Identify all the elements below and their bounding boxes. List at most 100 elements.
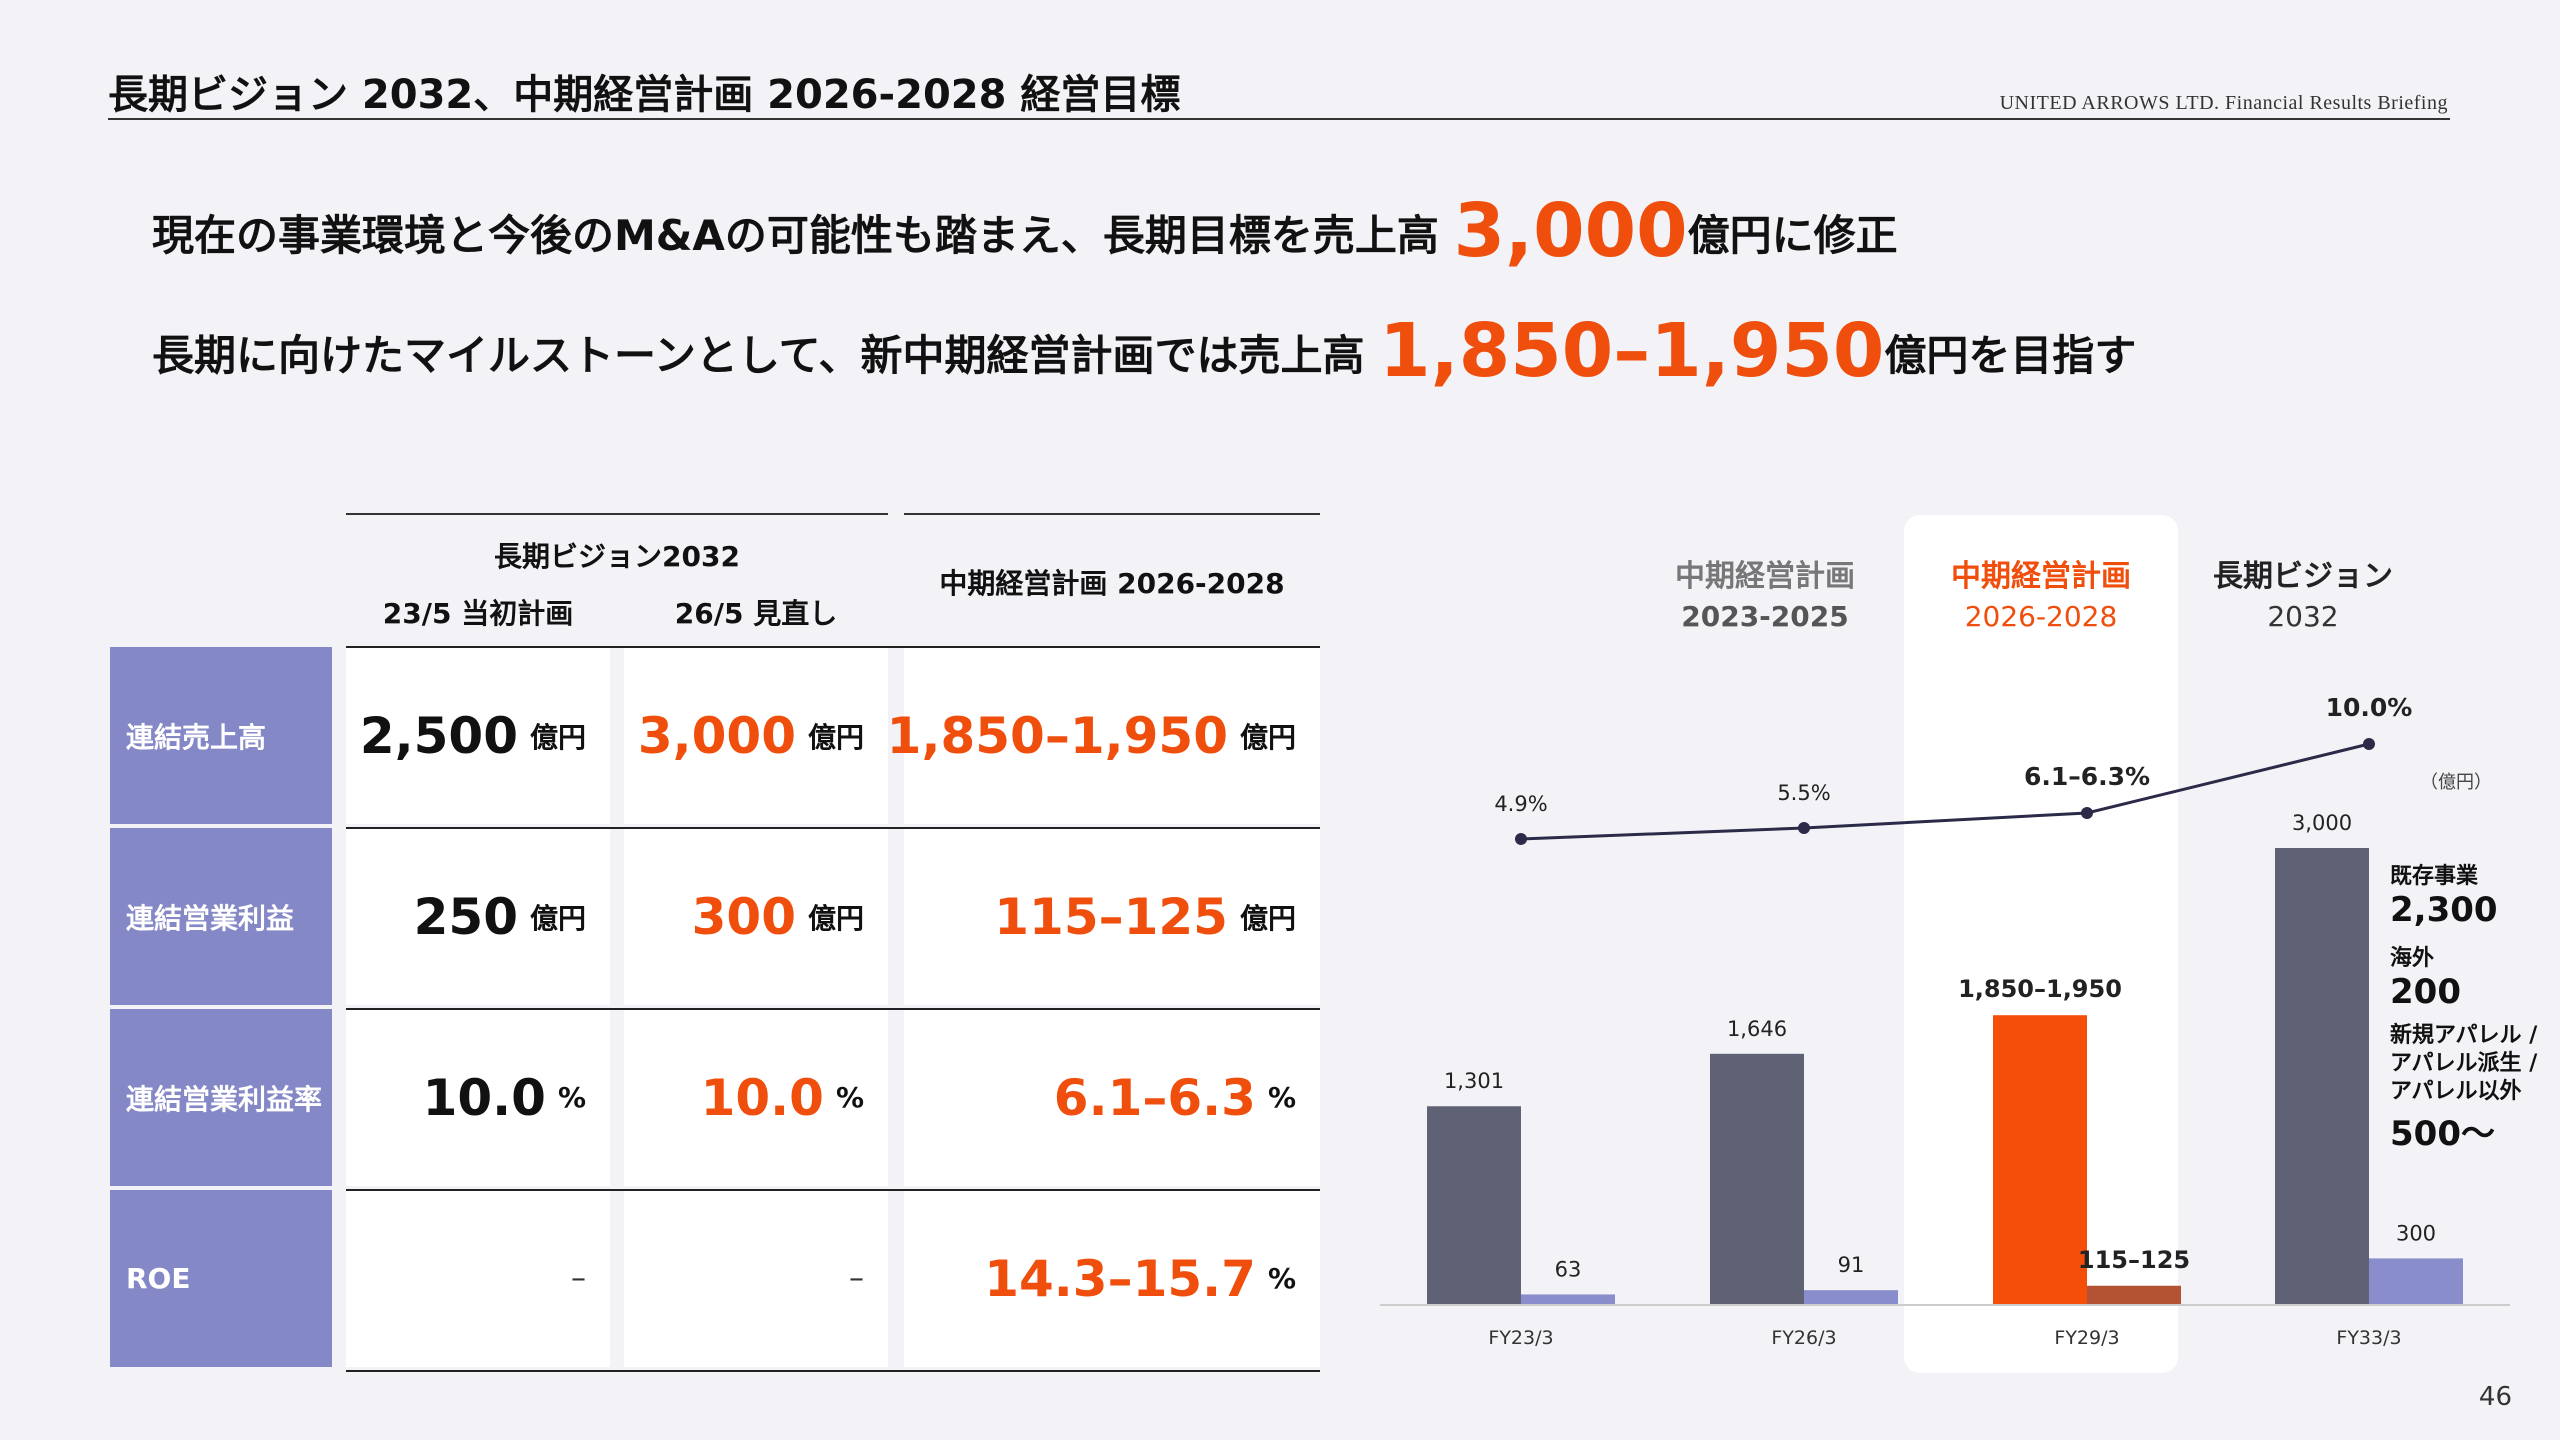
bar-op-profit-label: 300 — [2396, 1221, 2436, 1245]
cell-unit: % — [557, 1081, 586, 1114]
cell-value: 14.3–15.7 — [984, 1249, 1256, 1308]
cell-value: – — [849, 1261, 864, 1296]
margin-point — [1515, 833, 1527, 845]
bar-sales — [2275, 848, 2369, 1304]
bar-sales-label: 3,000 — [2292, 811, 2352, 835]
bar-op-profit — [1804, 1290, 1898, 1304]
cell-unit: 億円 — [529, 720, 586, 754]
phase-1-sub: 2023-2025 — [1681, 600, 1849, 633]
x-tick-label: FY26/3 — [1771, 1327, 1836, 1349]
table-cell: 10.0% — [624, 1009, 888, 1186]
bar-sales-label: 1,850–1,950 — [1958, 975, 2122, 1003]
breakdown-value: 2,300 — [2390, 890, 2498, 930]
bar-sales-label: 1,301 — [1444, 1069, 1504, 1093]
breakdown-label: 新規アパレル / アパレル派生 / アパレル以外 — [2390, 1023, 2538, 1104]
cell-unit: 億円 — [1239, 901, 1296, 935]
table-header-rule-1 — [346, 513, 888, 515]
breakdown-value: 200 — [2390, 972, 2461, 1012]
breakdown-label: 既存事業 — [2390, 864, 2479, 889]
table-rule — [346, 646, 1320, 648]
bar-sales — [1993, 1015, 2087, 1304]
row-label: 連結営業利益 — [110, 828, 332, 1005]
headline-2-pre: 長期に向けたマイルストーンとして、新中期経営計画では売上高 — [152, 331, 1380, 380]
cell-value: 300 — [691, 887, 796, 946]
phase-2: 中期経営計画 2026-2028 — [1904, 557, 2178, 637]
table-cell: 2,500 億円 — [346, 647, 610, 824]
brand-text: UNITED ARROWS LTD. Financial Results Bri… — [1999, 92, 2448, 114]
x-tick-label: FY23/3 — [1488, 1327, 1553, 1349]
bar-op-profit — [2369, 1258, 2463, 1304]
phase-1-title: 中期経営計画 — [1675, 559, 1855, 594]
table-cell: 10.0% — [346, 1009, 610, 1186]
cell-value: – — [571, 1261, 586, 1296]
table-cell: 6.1–6.3% — [904, 1009, 1320, 1186]
table-cell: 1,850–1,950 億円 — [887, 647, 1320, 824]
cell-unit: 億円 — [807, 720, 864, 754]
bar-sales — [1427, 1106, 1521, 1304]
cell-unit: % — [1267, 1081, 1296, 1114]
x-tick-label: FY33/3 — [2336, 1327, 2401, 1349]
cell-unit: 億円 — [529, 901, 586, 935]
headline-1-pre: 現在の事業環境と今後のM&Aの可能性も踏まえ、長期目標を売上高 — [152, 211, 1454, 260]
row-label: ROE — [110, 1190, 332, 1367]
headline-2-value: 1,850–1,950 — [1379, 308, 1885, 394]
phase-2-title: 中期経営計画 — [1951, 559, 2131, 594]
cell-value: 2,500 — [359, 706, 518, 765]
row-label: 連結営業利益率 — [110, 1009, 332, 1186]
margin-label: 5.5% — [1777, 781, 1830, 805]
cell-value: 6.1–6.3 — [1053, 1068, 1256, 1127]
cell-value: 250 — [413, 887, 518, 946]
bar-sales-label: 1,646 — [1727, 1017, 1787, 1041]
table-rule — [346, 1189, 1320, 1191]
margin-label: 10.0% — [2326, 693, 2413, 722]
cell-value: 10.0 — [422, 1068, 546, 1127]
cell-value: 3,000 — [637, 706, 796, 765]
cell-unit: 億円 — [1239, 720, 1296, 754]
table-cell: 3,000 億円 — [624, 647, 888, 824]
bar-sales — [1710, 1053, 1804, 1304]
table-rule — [346, 1370, 1320, 1372]
margin-point — [2363, 738, 2375, 750]
cell-unit: % — [835, 1081, 864, 1114]
margin-point — [2081, 807, 2093, 819]
bar-op-profit-label: 115–125 — [2078, 1246, 2190, 1274]
margin-line — [1520, 742, 2370, 841]
unit-note: （億円） — [2420, 772, 2492, 793]
row-label: 連結売上高 — [110, 647, 332, 824]
headline-1-post: 億円に修正 — [1687, 211, 1898, 260]
breakdown-label: 海外 — [2390, 946, 2435, 971]
x-tick-label: FY29/3 — [2054, 1327, 2119, 1349]
cell-value: 10.0 — [700, 1068, 824, 1127]
table-header-rule-2 — [904, 513, 1320, 515]
table-cell: – — [624, 1190, 888, 1367]
bar-op-profit — [1521, 1294, 1615, 1304]
bar-op-profit — [2087, 1285, 2181, 1304]
table-cell: 250 億円 — [346, 828, 610, 1005]
table-cell: 14.3–15.7% — [904, 1190, 1320, 1367]
table-group-header: 長期ビジョン2032 — [494, 540, 740, 573]
phase-3-sub: 2032 — [2267, 600, 2339, 633]
breakdown-value: 500〜 — [2390, 1114, 2495, 1154]
table-rule — [346, 827, 1320, 829]
title-rule — [108, 118, 2450, 120]
table-cell: 115–125 億円 — [904, 828, 1320, 1005]
table-rule — [346, 1008, 1320, 1010]
phase-3: 長期ビジョン 2032 — [2168, 557, 2438, 637]
breakdown-panel: 既存事業 2,300 海外 200 新規アパレル / アパレル派生 / アパレル… — [2390, 858, 2540, 1155]
phase-2-sub: 2026-2028 — [1964, 600, 2118, 633]
table-col3-header: 中期経営計画 2026-2028 — [939, 567, 1285, 600]
table-col2-header: 26/5 見直し — [674, 597, 838, 630]
cell-unit: 億円 — [807, 901, 864, 935]
bar-op-profit-label: 63 — [1555, 1257, 1582, 1281]
headline-2-post: 億円を目指す — [1884, 331, 2137, 380]
table-cell: – — [346, 1190, 610, 1367]
phase-3-title: 長期ビジョン — [2213, 559, 2393, 594]
page-number: 46 — [2478, 1382, 2512, 1412]
headline-1: 現在の事業環境と今後のM&Aの可能性も踏まえ、長期目標を売上高 3,000億円に… — [152, 188, 1898, 274]
margin-point — [1798, 822, 1810, 834]
cell-value: 1,850–1,950 — [886, 706, 1228, 765]
margin-label: 6.1–6.3% — [2024, 762, 2150, 791]
table-col1-header: 23/5 当初計画 — [382, 597, 574, 630]
table-cell: 300 億円 — [624, 828, 888, 1005]
